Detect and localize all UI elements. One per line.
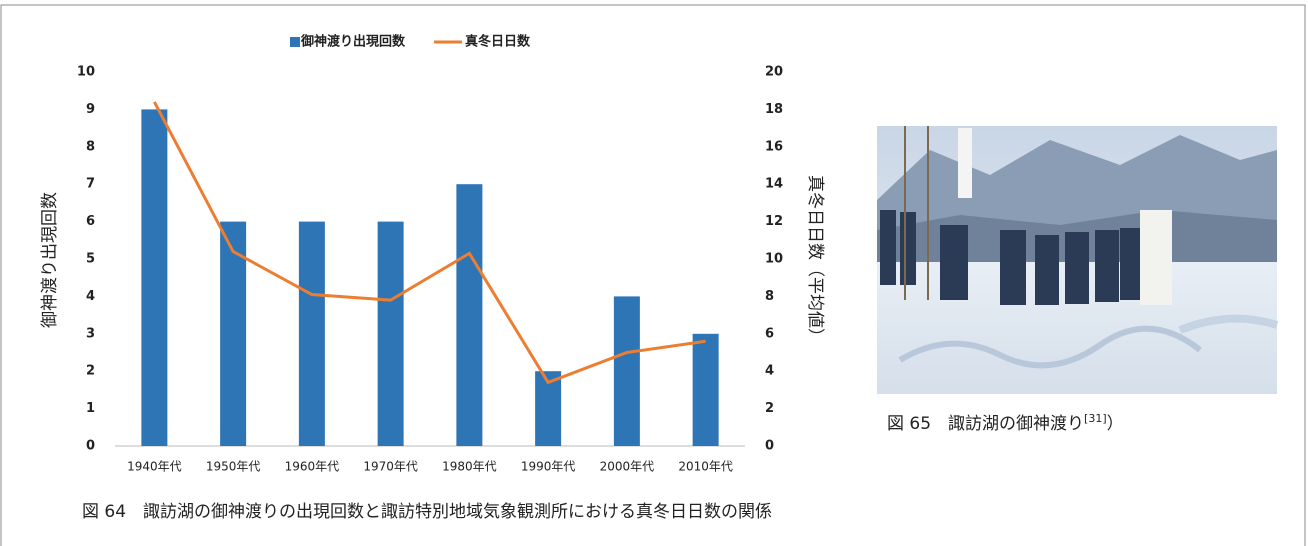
photo-caption-text: 図 65 諏訪湖の御神渡り — [887, 414, 1084, 434]
photo-caption-ref: [31] — [1084, 412, 1107, 425]
y2-tick-label: 20 — [765, 65, 783, 80]
x-tick-label: 1950年代 — [206, 460, 261, 474]
x-tick-label: 1940年代 — [127, 460, 182, 474]
x-tick-label: 2000年代 — [600, 460, 655, 474]
y2-tick-label: 16 — [765, 139, 783, 154]
legend-label: 御神渡り出現回数 — [300, 34, 406, 50]
y2-tick-label: 0 — [765, 439, 774, 454]
bar — [377, 221, 404, 446]
y2-tick-label: 14 — [765, 177, 783, 192]
figure-caption: 図 64 諏訪湖の御神渡りの出現回数と諏訪特別地域気象観測所における真冬日日数の… — [82, 502, 772, 522]
y-tick-label: 1 — [86, 401, 95, 416]
line — [153, 101, 706, 385]
y2-tick-label: 4 — [765, 364, 774, 379]
y-axis-title: 御神渡り出現回数 — [40, 192, 60, 328]
y-tick-label: 6 — [86, 214, 95, 229]
y-tick-label: 9 — [86, 102, 95, 117]
y2-tick-label: 2 — [765, 401, 774, 416]
bar — [298, 221, 325, 446]
y-tick-label: 3 — [86, 326, 95, 341]
y2-tick-label: 6 — [765, 326, 774, 341]
y-tick-label: 8 — [86, 139, 95, 154]
bar — [692, 333, 719, 446]
y-tick-label: 0 — [86, 439, 95, 454]
y2-axis-title: 真冬日日数（平均値） — [805, 175, 825, 345]
x-tick-label: 1970年代 — [363, 460, 418, 474]
photo — [877, 126, 1279, 394]
y2-tick-label: 8 — [765, 289, 774, 304]
photo-caption-close: ） — [1107, 414, 1124, 434]
y-tick-label: 2 — [86, 364, 95, 379]
x-tick-label: 2010年代 — [678, 460, 733, 474]
photo-caption: 図 65 諏訪湖の御神渡り[31]） — [887, 412, 1124, 434]
bar — [220, 221, 247, 446]
x-tick-label: 1990年代 — [521, 460, 576, 474]
bar — [613, 296, 640, 446]
legend-swatch — [290, 37, 300, 47]
legend-label: 真冬日日数 — [465, 34, 531, 50]
y-tick-label: 7 — [86, 177, 95, 192]
x-tick-label: 1980年代 — [442, 460, 497, 474]
y2-tick-label: 18 — [765, 102, 783, 117]
y2-tick-label: 10 — [765, 252, 783, 267]
bar — [456, 184, 483, 446]
y-tick-label: 5 — [86, 252, 95, 267]
y-tick-label: 10 — [77, 65, 95, 80]
y-tick-label: 4 — [86, 289, 95, 304]
x-tick-label: 1960年代 — [285, 460, 340, 474]
y2-tick-label: 12 — [765, 214, 783, 229]
frame — [0, 4, 1306, 546]
bar — [141, 109, 168, 447]
